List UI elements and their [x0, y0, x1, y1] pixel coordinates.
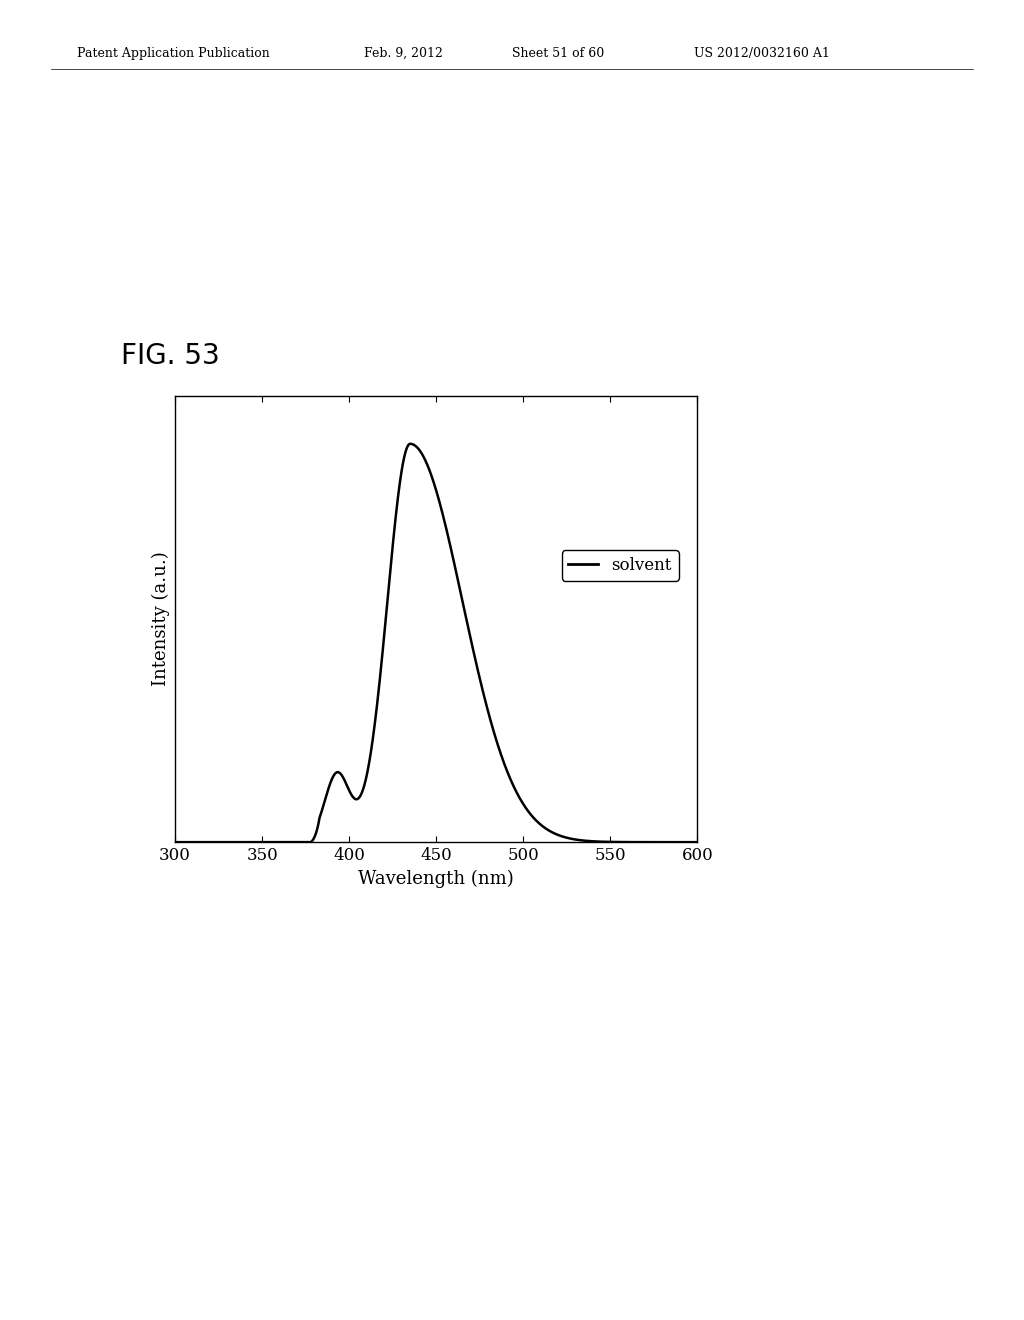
X-axis label: Wavelength (nm): Wavelength (nm) — [358, 870, 514, 888]
Text: US 2012/0032160 A1: US 2012/0032160 A1 — [694, 46, 830, 59]
Text: FIG. 53: FIG. 53 — [121, 342, 219, 371]
Legend: solvent: solvent — [561, 550, 679, 581]
Text: Sheet 51 of 60: Sheet 51 of 60 — [512, 46, 604, 59]
Text: Patent Application Publication: Patent Application Publication — [77, 46, 269, 59]
Y-axis label: Intensity (a.u.): Intensity (a.u.) — [152, 552, 170, 686]
Text: Feb. 9, 2012: Feb. 9, 2012 — [364, 46, 442, 59]
